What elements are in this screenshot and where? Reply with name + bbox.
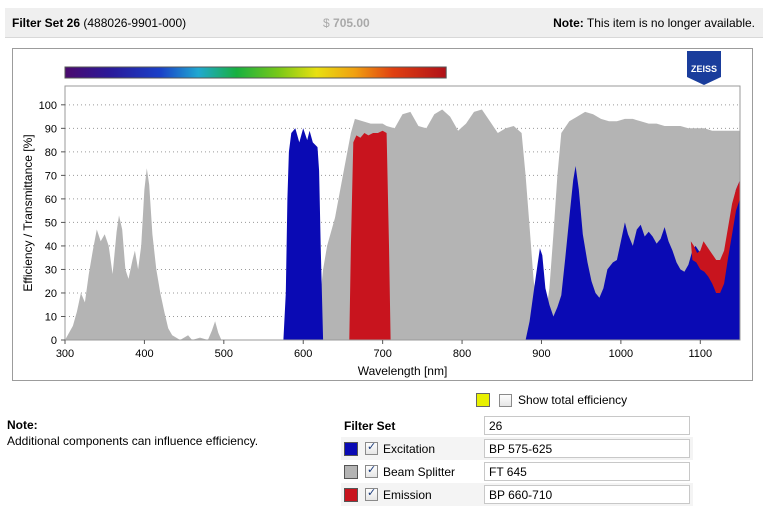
axes: 0 10 20 30 40 50 60 70 80 90 100 300 400 500 600 700 800… bbox=[39, 100, 712, 360]
x-tick-label: 600 bbox=[294, 348, 312, 360]
y-tick-label: 40 bbox=[45, 241, 57, 253]
availability-note-label: Note: bbox=[553, 16, 584, 30]
x-tick-label: 800 bbox=[453, 348, 471, 360]
x-tick-label: 900 bbox=[532, 348, 550, 360]
zeiss-logo-shield bbox=[687, 51, 721, 85]
grid-lines bbox=[65, 104, 740, 317]
visible-spectrum-bar bbox=[64, 66, 447, 79]
emission-area bbox=[349, 130, 391, 340]
spectrum-chart: 0 10 20 30 40 50 60 70 80 90 100 300 400 500 600 700 800… bbox=[12, 48, 753, 381]
excitation-label: Excitation bbox=[383, 442, 436, 456]
x-tick-label: 1100 bbox=[688, 348, 712, 360]
x-tick-label: 300 bbox=[56, 348, 74, 360]
price: $ 705.00 bbox=[323, 16, 370, 30]
excitation-ir-area bbox=[525, 166, 740, 340]
filter-set-name: Filter Set 26 bbox=[12, 16, 81, 30]
y-tick-label: 70 bbox=[45, 170, 57, 182]
filter-set-table: Filter Set 26 Excitation BP 575-625 Beam… bbox=[341, 414, 693, 506]
note-title: Note: bbox=[7, 418, 38, 432]
total-efficiency-toggle[interactable]: Show total efficiency bbox=[476, 392, 627, 408]
filter-row-excitation: Excitation BP 575-625 bbox=[341, 437, 693, 460]
y-tick-label: 100 bbox=[39, 100, 57, 112]
y-tick-label: 80 bbox=[45, 147, 57, 159]
beam-splitter-color-swatch bbox=[344, 465, 358, 479]
y-tick-label: 60 bbox=[45, 194, 57, 206]
y-tick-label: 20 bbox=[45, 288, 57, 300]
total-efficiency-swatch bbox=[476, 393, 490, 407]
filter-row-beam-splitter: Beam Splitter FT 645 bbox=[341, 460, 693, 483]
availability-note-text: This item is no longer available. bbox=[586, 16, 755, 30]
y-tick-label: 0 bbox=[51, 335, 57, 347]
plot-border bbox=[64, 85, 741, 341]
x-axis-label: Wavelength [nm] bbox=[358, 364, 448, 378]
spectrum-areas bbox=[65, 109, 740, 340]
filter-row-emission: Emission BP 660-710 bbox=[341, 483, 693, 506]
excitation-color-swatch bbox=[344, 442, 358, 456]
price-amount: 705.00 bbox=[333, 16, 370, 30]
emission-value: BP 660-710 bbox=[484, 485, 690, 504]
zeiss-logo-text: ZEISS bbox=[691, 64, 717, 74]
y-tick-label: 30 bbox=[45, 264, 57, 276]
excitation-value: BP 575-625 bbox=[484, 439, 690, 458]
x-tick-label: 400 bbox=[135, 348, 153, 360]
excitation-checkbox[interactable] bbox=[365, 440, 378, 455]
beam-splitter-value: FT 645 bbox=[484, 462, 690, 481]
spectrum-chart-svg: 0 10 20 30 40 50 60 70 80 90 100 300 400 500 600 700 800… bbox=[21, 51, 741, 378]
availability-note: Note: This item is no longer available. bbox=[553, 16, 755, 30]
y-tick-label: 10 bbox=[45, 311, 57, 323]
total-efficiency-checkbox[interactable] bbox=[499, 393, 512, 407]
product-title: Filter Set 26 (488026-9901-000) bbox=[12, 16, 186, 30]
emission-label: Emission bbox=[383, 488, 432, 502]
y-tick-label: 50 bbox=[45, 217, 57, 229]
beam-splitter-checkbox[interactable] bbox=[365, 463, 378, 478]
note-text: Additional components can influence effi… bbox=[7, 434, 259, 448]
x-tick-label: 700 bbox=[373, 348, 391, 360]
emission-ir-area bbox=[690, 180, 740, 293]
emission-color-swatch bbox=[344, 488, 358, 502]
x-tick-label: 500 bbox=[215, 348, 233, 360]
filter-set-header-label: Filter Set bbox=[344, 419, 396, 433]
filter-set-header-row: Filter Set 26 bbox=[341, 414, 693, 437]
zeiss-logo: ZEISS bbox=[687, 51, 721, 85]
note-block: Note: Additional components can influenc… bbox=[7, 418, 258, 448]
currency-symbol: $ bbox=[323, 16, 330, 30]
product-header: Filter Set 26 (488026-9901-000) $ 705.00… bbox=[5, 8, 763, 38]
total-efficiency-label: Show total efficiency bbox=[518, 393, 628, 407]
emission-checkbox[interactable] bbox=[365, 486, 378, 501]
product-code: (488026-9901-000) bbox=[83, 16, 187, 30]
excitation-area bbox=[283, 128, 324, 340]
filter-set-number-field: 26 bbox=[484, 416, 690, 435]
beam-splitter-label: Beam Splitter bbox=[383, 465, 456, 479]
y-axis-label: Efficiency / Transmittance [%] bbox=[21, 134, 35, 291]
y-tick-label: 90 bbox=[45, 123, 57, 135]
x-tick-label: 1000 bbox=[609, 348, 633, 360]
